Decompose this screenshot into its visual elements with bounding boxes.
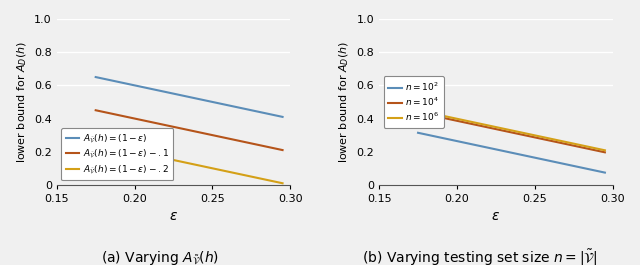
- $n=10^4$: [504, 130, 512, 133]
- $n=10^6$: [503, 128, 511, 131]
- $A_{\tilde{\mathcal{V}}}(h)=(1-\epsilon)$: [245, 108, 253, 111]
- $A_{\tilde{\mathcal{V}}}(h)=(1-\epsilon)$: [193, 97, 201, 100]
- Y-axis label: lower bound for $A_{D}(h)$: lower bound for $A_{D}(h)$: [15, 41, 29, 163]
- $A_{\tilde{\mathcal{V}}}(h)=(1-\epsilon)$: [274, 114, 282, 117]
- $A_{\tilde{\mathcal{V}}}(h)=(1-\epsilon)-.1$: [92, 109, 100, 112]
- $A_{\tilde{\mathcal{V}}}(h)=(1-\epsilon)-.2$: [182, 161, 189, 164]
- $n=10^6$: [567, 142, 575, 145]
- $A_{\tilde{\mathcal{V}}}(h)=(1-\epsilon)-.1$: [203, 132, 211, 135]
- $n=10^2$: [504, 150, 512, 153]
- $n=10^2$: [515, 153, 523, 156]
- $A_{\tilde{\mathcal{V}}}(h)=(1-\epsilon)-.2$: [279, 182, 287, 185]
- $n=10^4$: [503, 130, 511, 133]
- Line: $n=10^6$: $n=10^6$: [418, 111, 605, 150]
- $A_{\tilde{\mathcal{V}}}(h)=(1-\epsilon)-.1$: [274, 148, 282, 151]
- $A_{\tilde{\mathcal{V}}}(h)=(1-\epsilon)-.1$: [182, 128, 189, 131]
- $A_{\tilde{\mathcal{V}}}(h)=(1-\epsilon)-.2$: [92, 142, 100, 145]
- Legend: $A_{\tilde{\mathcal{V}}}(h)=(1-\epsilon)$, $A_{\tilde{\mathcal{V}}}(h)=(1-\epsil: $A_{\tilde{\mathcal{V}}}(h)=(1-\epsilon)…: [61, 128, 173, 180]
- Line: $n=10^4$: $n=10^4$: [418, 113, 605, 152]
- $n=10^2$: [596, 170, 604, 173]
- $A_{\tilde{\mathcal{V}}}(h)=(1-\epsilon)$: [279, 115, 287, 118]
- $A_{\tilde{\mathcal{V}}}(h)=(1-\epsilon)-.2$: [193, 164, 201, 167]
- $n=10^2$: [414, 131, 422, 134]
- $n=10^4$: [596, 150, 604, 153]
- $n=10^6$: [515, 130, 523, 134]
- $n=10^4$: [414, 111, 422, 114]
- Line: $A_{\tilde{\mathcal{V}}}(h)=(1-\epsilon)$: $A_{\tilde{\mathcal{V}}}(h)=(1-\epsilon)…: [96, 77, 283, 117]
- $n=10^6$: [525, 132, 533, 136]
- $A_{\tilde{\mathcal{V}}}(h)=(1-\epsilon)-.2$: [180, 161, 188, 164]
- $n=10^6$: [601, 149, 609, 152]
- Line: $A_{\tilde{\mathcal{V}}}(h)=(1-\epsilon)-.2$: $A_{\tilde{\mathcal{V}}}(h)=(1-\epsilon)…: [96, 143, 283, 183]
- $A_{\tilde{\mathcal{V}}}(h)=(1-\epsilon)-.1$: [180, 127, 188, 131]
- $n=10^4$: [567, 144, 575, 147]
- $n=10^4$: [515, 132, 523, 136]
- $A_{\tilde{\mathcal{V}}}(h)=(1-\epsilon)-.2$: [274, 181, 282, 184]
- $A_{\tilde{\mathcal{V}}}(h)=(1-\epsilon)-.1$: [279, 148, 287, 152]
- X-axis label: $\epsilon$: $\epsilon$: [169, 210, 178, 223]
- $A_{\tilde{\mathcal{V}}}(h)=(1-\epsilon)-.1$: [193, 130, 201, 133]
- $n=10^6$: [596, 148, 604, 151]
- $n=10^6$: [504, 128, 512, 131]
- $n=10^6$: [414, 109, 422, 112]
- Line: $n=10^2$: $n=10^2$: [418, 133, 605, 173]
- $A_{\tilde{\mathcal{V}}}(h)=(1-\epsilon)$: [182, 95, 189, 98]
- X-axis label: $\epsilon$: $\epsilon$: [492, 210, 500, 223]
- $n=10^2$: [567, 164, 575, 167]
- Legend: $n=10^2$, $n=10^4$, $n=10^6$: $n=10^2$, $n=10^4$, $n=10^6$: [383, 76, 444, 128]
- $n=10^4$: [525, 135, 533, 138]
- $A_{\tilde{\mathcal{V}}}(h)=(1-\epsilon)$: [180, 94, 188, 98]
- Line: $A_{\tilde{\mathcal{V}}}(h)=(1-\epsilon)-.1$: $A_{\tilde{\mathcal{V}}}(h)=(1-\epsilon)…: [96, 110, 283, 150]
- $n=10^2$: [503, 150, 511, 153]
- $A_{\tilde{\mathcal{V}}}(h)=(1-\epsilon)$: [92, 76, 100, 79]
- $A_{\tilde{\mathcal{V}}}(h)=(1-\epsilon)-.2$: [203, 166, 211, 169]
- $A_{\tilde{\mathcal{V}}}(h)=(1-\epsilon)-.1$: [245, 141, 253, 144]
- $A_{\tilde{\mathcal{V}}}(h)=(1-\epsilon)$: [203, 99, 211, 102]
- $n=10^2$: [601, 171, 609, 174]
- $n=10^4$: [601, 151, 609, 154]
- Text: (a) Varying $A_{\tilde{\mathcal{V}}}(h)$: (a) Varying $A_{\tilde{\mathcal{V}}}(h)$: [101, 249, 219, 265]
- Text: (b) Varying testing set size $n = |\tilde{\mathcal{V}}|$: (b) Varying testing set size $n = |\tild…: [362, 247, 598, 265]
- $A_{\tilde{\mathcal{V}}}(h)=(1-\epsilon)-.2$: [245, 174, 253, 178]
- Y-axis label: lower bound for $A_{D}(h)$: lower bound for $A_{D}(h)$: [337, 41, 351, 163]
- $n=10^2$: [525, 155, 533, 158]
